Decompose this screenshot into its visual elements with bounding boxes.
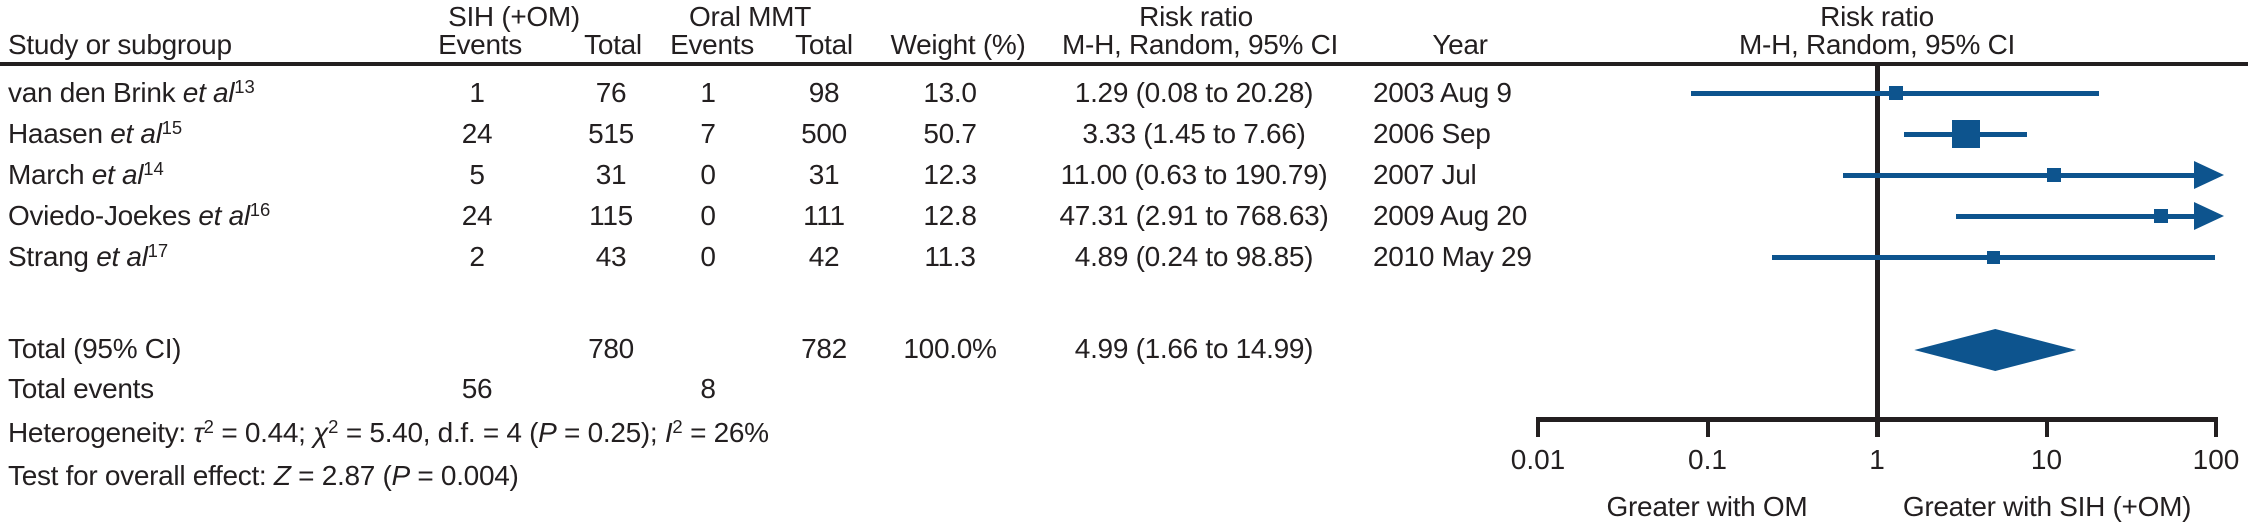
header-plot-rr-title: Risk ratio bbox=[1820, 1, 1934, 32]
cell-sih-events: 24 bbox=[461, 200, 493, 231]
cell-rr-ci: 1.29 (0.08 to 20.28) bbox=[1074, 77, 1314, 108]
header-group-sih: SIH (+OM) bbox=[448, 1, 580, 32]
total-weight: 100.0% bbox=[903, 333, 997, 364]
cell-sih-events: 24 bbox=[461, 118, 493, 149]
cell-mmt-events: 0 bbox=[700, 200, 716, 231]
axis-tick bbox=[1536, 417, 1540, 437]
study-weight-marker bbox=[1888, 86, 1903, 100]
total-events-sih: 56 bbox=[461, 373, 493, 404]
study-label: Oviedo-Joekes et al16 bbox=[8, 198, 271, 231]
axis-tick bbox=[1705, 417, 1710, 437]
axis-tick bbox=[2214, 417, 2218, 437]
cell-mmt-total: 42 bbox=[808, 241, 840, 272]
axis-label-left: Greater with OM bbox=[1606, 491, 1808, 522]
cell-sih-total: 515 bbox=[588, 118, 634, 149]
header-sih-events: Events bbox=[438, 29, 522, 60]
ci-line bbox=[1842, 172, 2194, 178]
ci-line bbox=[1955, 213, 2194, 219]
study-label: Haasen et al15 bbox=[8, 116, 183, 149]
cell-sih-events: 1 bbox=[469, 77, 485, 108]
header-mmt-total: Total bbox=[795, 29, 853, 60]
cell-mmt-events: 0 bbox=[700, 241, 716, 272]
axis-tick-label: 10 bbox=[2030, 444, 2063, 475]
cell-sih-total: 31 bbox=[595, 159, 627, 190]
header-weight: Weight (%) bbox=[890, 29, 1026, 60]
ci-arrow-right-icon bbox=[2194, 161, 2224, 189]
total-sih-total: 780 bbox=[588, 333, 634, 364]
study-weight-marker bbox=[1951, 120, 1980, 148]
study-label: Strang et al17 bbox=[8, 239, 169, 272]
axis-tick bbox=[2044, 417, 2049, 437]
total-events-mmt: 8 bbox=[700, 373, 716, 404]
cell-mmt-total: 98 bbox=[808, 77, 840, 108]
cell-mmt-events: 7 bbox=[700, 118, 716, 149]
axis-label-right: Greater with SIH (+OM) bbox=[1902, 491, 2192, 522]
study-weight-marker bbox=[2153, 209, 2168, 223]
cell-rr-ci: 11.00 (0.63 to 190.79) bbox=[1060, 159, 1328, 190]
axis-tick-label: 1 bbox=[1869, 444, 1885, 475]
axis-tick-label: 0.01 bbox=[1510, 444, 1566, 475]
study-weight-marker bbox=[1987, 250, 2001, 264]
cell-sih-events: 2 bbox=[469, 241, 485, 272]
header-sih-total: Total bbox=[584, 29, 642, 60]
axis-tick-label: 100 bbox=[2192, 444, 2240, 475]
cell-weight: 12.8 bbox=[923, 200, 977, 231]
cell-sih-total: 43 bbox=[595, 241, 627, 272]
cell-mmt-total: 111 bbox=[803, 200, 845, 231]
ci-arrow-right-icon bbox=[2194, 202, 2224, 230]
cell-sih-total: 115 bbox=[589, 200, 633, 231]
cell-year: 2003 Aug 9 bbox=[1373, 77, 1512, 108]
study-label: March et al14 bbox=[8, 157, 164, 190]
total-rr-ci: 4.99 (1.66 to 14.99) bbox=[1074, 333, 1314, 364]
pooled-effect-diamond bbox=[1914, 329, 2077, 371]
cell-rr-ci: 3.33 (1.45 to 7.66) bbox=[1082, 118, 1306, 149]
cell-mmt-total: 500 bbox=[801, 118, 847, 149]
header-rr-subtitle: M-H, Random, 95% CI bbox=[1062, 29, 1338, 60]
cell-weight: 11.3 bbox=[924, 241, 976, 272]
cell-weight: 50.7 bbox=[923, 118, 977, 149]
total-events-label: Total events bbox=[8, 373, 154, 404]
total-label: Total (95% CI) bbox=[8, 333, 182, 364]
header-year: Year bbox=[1432, 29, 1488, 60]
cell-year: 2007 Jul bbox=[1373, 159, 1477, 190]
header-plot-rr-subtitle: M-H, Random, 95% CI bbox=[1739, 29, 2015, 60]
cell-rr-ci: 47.31 (2.91 to 768.63) bbox=[1059, 200, 1329, 231]
cell-year: 2010 May 29 bbox=[1373, 241, 1532, 272]
null-effect-line bbox=[1874, 64, 1880, 437]
cell-mmt-events: 0 bbox=[700, 159, 716, 190]
header-study: Study or subgroup bbox=[8, 29, 232, 60]
cell-sih-events: 5 bbox=[469, 159, 485, 190]
heterogeneity-line: Heterogeneity: τ2 = 0.44; χ2 = 5.40, d.f… bbox=[8, 415, 769, 448]
study-weight-marker bbox=[2046, 168, 2061, 182]
study-label: van den Brink et al13 bbox=[8, 75, 255, 108]
cell-mmt-events: 1 bbox=[700, 77, 716, 108]
cell-sih-total: 76 bbox=[595, 77, 627, 108]
total-mmt-total: 782 bbox=[801, 333, 847, 364]
header-rr-title: Risk ratio bbox=[1139, 1, 1253, 32]
header-group-mmt: Oral MMT bbox=[688, 1, 812, 32]
cell-mmt-total: 31 bbox=[808, 159, 840, 190]
cell-year: 2006 Sep bbox=[1373, 118, 1491, 149]
cell-year: 2009 Aug 20 bbox=[1373, 200, 1527, 231]
cell-weight: 12.3 bbox=[923, 159, 977, 190]
cell-rr-ci: 4.89 (0.24 to 98.85) bbox=[1074, 241, 1314, 272]
header-mmt-events: Events bbox=[670, 29, 754, 60]
header-divider-rule bbox=[0, 62, 2248, 66]
cell-weight: 13.0 bbox=[923, 77, 977, 108]
overall-effect-line: Test for overall effect: Z = 2.87 (P = 0… bbox=[8, 460, 519, 491]
axis-tick bbox=[1875, 417, 1879, 437]
axis-tick-label: 0.1 bbox=[1688, 444, 1727, 475]
